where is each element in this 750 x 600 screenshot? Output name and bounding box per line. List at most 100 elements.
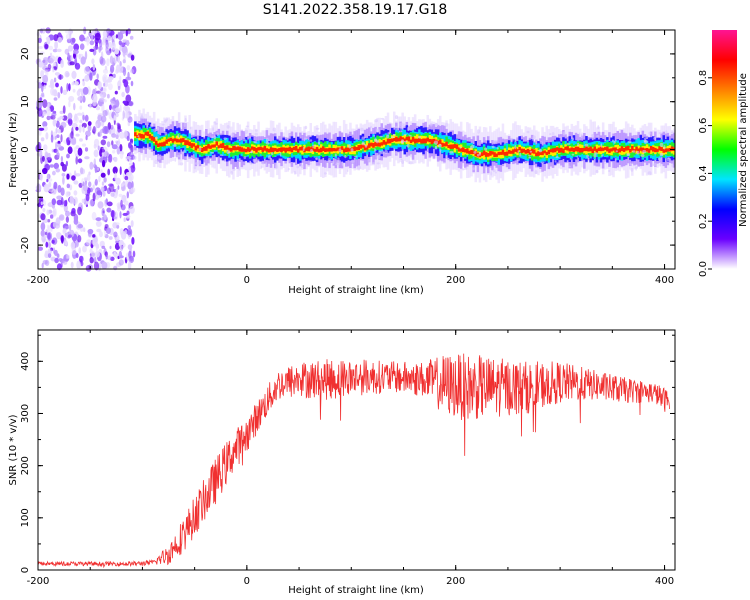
noise-speckle	[121, 91, 125, 98]
ridge-cell	[618, 148, 622, 153]
noise-speckle	[89, 40, 95, 46]
noise-speckle	[57, 92, 61, 99]
noise-speckle	[115, 107, 121, 113]
ridge-cell	[601, 147, 605, 151]
ridge-cell	[591, 148, 594, 153]
ridge-cell	[353, 146, 356, 151]
noise-speckle	[73, 43, 80, 51]
ridge-cell	[503, 148, 507, 155]
noise-speckle	[89, 248, 93, 254]
ridge-cell	[660, 147, 663, 151]
ridge-cell	[320, 147, 323, 153]
ridge-cell	[547, 150, 551, 155]
noise-speckle	[81, 122, 87, 129]
noise-speckle	[57, 129, 61, 134]
noise-speckle	[108, 236, 113, 240]
noise-speckle	[37, 246, 44, 251]
ridge-speckle	[434, 123, 439, 126]
noise-speckle	[39, 150, 43, 158]
ridge-speckle	[150, 123, 154, 128]
noise-speckle	[85, 130, 91, 137]
ridge-cell	[163, 136, 166, 145]
ridge-speckle	[236, 158, 239, 162]
noise-speckle	[106, 50, 111, 56]
ridge-cell	[136, 130, 139, 139]
ridge-cell	[246, 147, 250, 152]
ridge-speckle	[335, 163, 339, 166]
noise-speckle	[42, 111, 46, 117]
ridge-speckle	[235, 145, 238, 148]
ridge-cell	[616, 144, 619, 153]
ridge-speckle	[540, 161, 545, 164]
noise-speckle	[42, 74, 49, 84]
noise-speckle	[114, 112, 119, 118]
noise-speckle	[113, 251, 117, 257]
ridge-cell	[520, 148, 523, 153]
ridge-speckle	[510, 137, 514, 142]
noise-speckle	[97, 201, 104, 209]
ridge-cell	[200, 147, 204, 153]
noise-speckle	[111, 144, 118, 150]
noise-speckle	[95, 123, 99, 128]
ridge-cell	[495, 153, 498, 157]
noise-speckle	[41, 235, 46, 243]
ridge-speckle	[459, 146, 462, 149]
noise-speckle	[102, 135, 108, 139]
noise-speckle	[37, 82, 42, 89]
noise-speckle	[102, 68, 109, 74]
ridge-cell	[622, 147, 626, 152]
ridge-cell	[150, 135, 154, 141]
ridge-speckle	[418, 135, 421, 139]
spectrogram-ridge	[133, 108, 676, 184]
ridge-speckle	[559, 136, 562, 141]
y-tick-label: 10	[20, 95, 31, 108]
ridge-cell	[587, 147, 590, 152]
ridge-speckle	[157, 156, 161, 160]
noise-speckle	[100, 94, 104, 99]
noise-speckle	[71, 250, 77, 255]
ridge-speckle	[293, 170, 296, 175]
ridge-cell	[303, 148, 306, 153]
ridge-speckle	[153, 128, 157, 133]
ridge-speckle	[141, 139, 144, 142]
ridge-cell	[173, 138, 177, 142]
noise-speckle	[128, 142, 132, 149]
noise-speckle	[56, 48, 62, 53]
noise-speckle	[70, 241, 76, 250]
noise-speckle	[75, 145, 80, 150]
noise-speckle	[122, 212, 128, 216]
noise-speckle	[39, 173, 43, 181]
noise-speckle	[62, 89, 68, 96]
ridge-speckle	[395, 151, 399, 155]
noise-speckle	[67, 234, 73, 238]
ridge-cell	[480, 152, 484, 156]
noise-speckle	[72, 88, 76, 93]
noise-speckle	[60, 86, 63, 94]
ridge-speckle	[260, 165, 263, 169]
noise-speckle	[50, 87, 55, 96]
ridge-cell	[593, 146, 596, 151]
noise-speckle	[76, 112, 83, 116]
noise-speckle	[46, 209, 50, 216]
noise-speckle	[122, 59, 126, 64]
noise-speckle	[112, 166, 118, 174]
ridge-speckle	[376, 162, 380, 165]
noise-speckle	[109, 104, 112, 111]
ridge-speckle	[316, 156, 318, 161]
x-tick-label: 0	[244, 275, 250, 286]
ridge-speckle	[223, 137, 227, 140]
ridge-speckle	[288, 133, 292, 136]
noise-speckle	[62, 105, 66, 114]
ridge-cell	[556, 147, 559, 151]
noise-speckle	[75, 156, 78, 165]
ridge-speckle	[596, 135, 600, 138]
ridge-speckle	[495, 171, 497, 174]
spectrogram-y-ticks: -20 -10 0 10 20	[20, 29, 675, 270]
noise-speckle	[48, 178, 53, 182]
noise-speckle	[41, 92, 45, 97]
noise-speckle	[113, 265, 118, 271]
x-tick-label: 400	[655, 576, 674, 587]
ridge-speckle	[407, 126, 410, 132]
ridge-cell	[543, 150, 546, 154]
ridge-speckle	[198, 147, 202, 152]
